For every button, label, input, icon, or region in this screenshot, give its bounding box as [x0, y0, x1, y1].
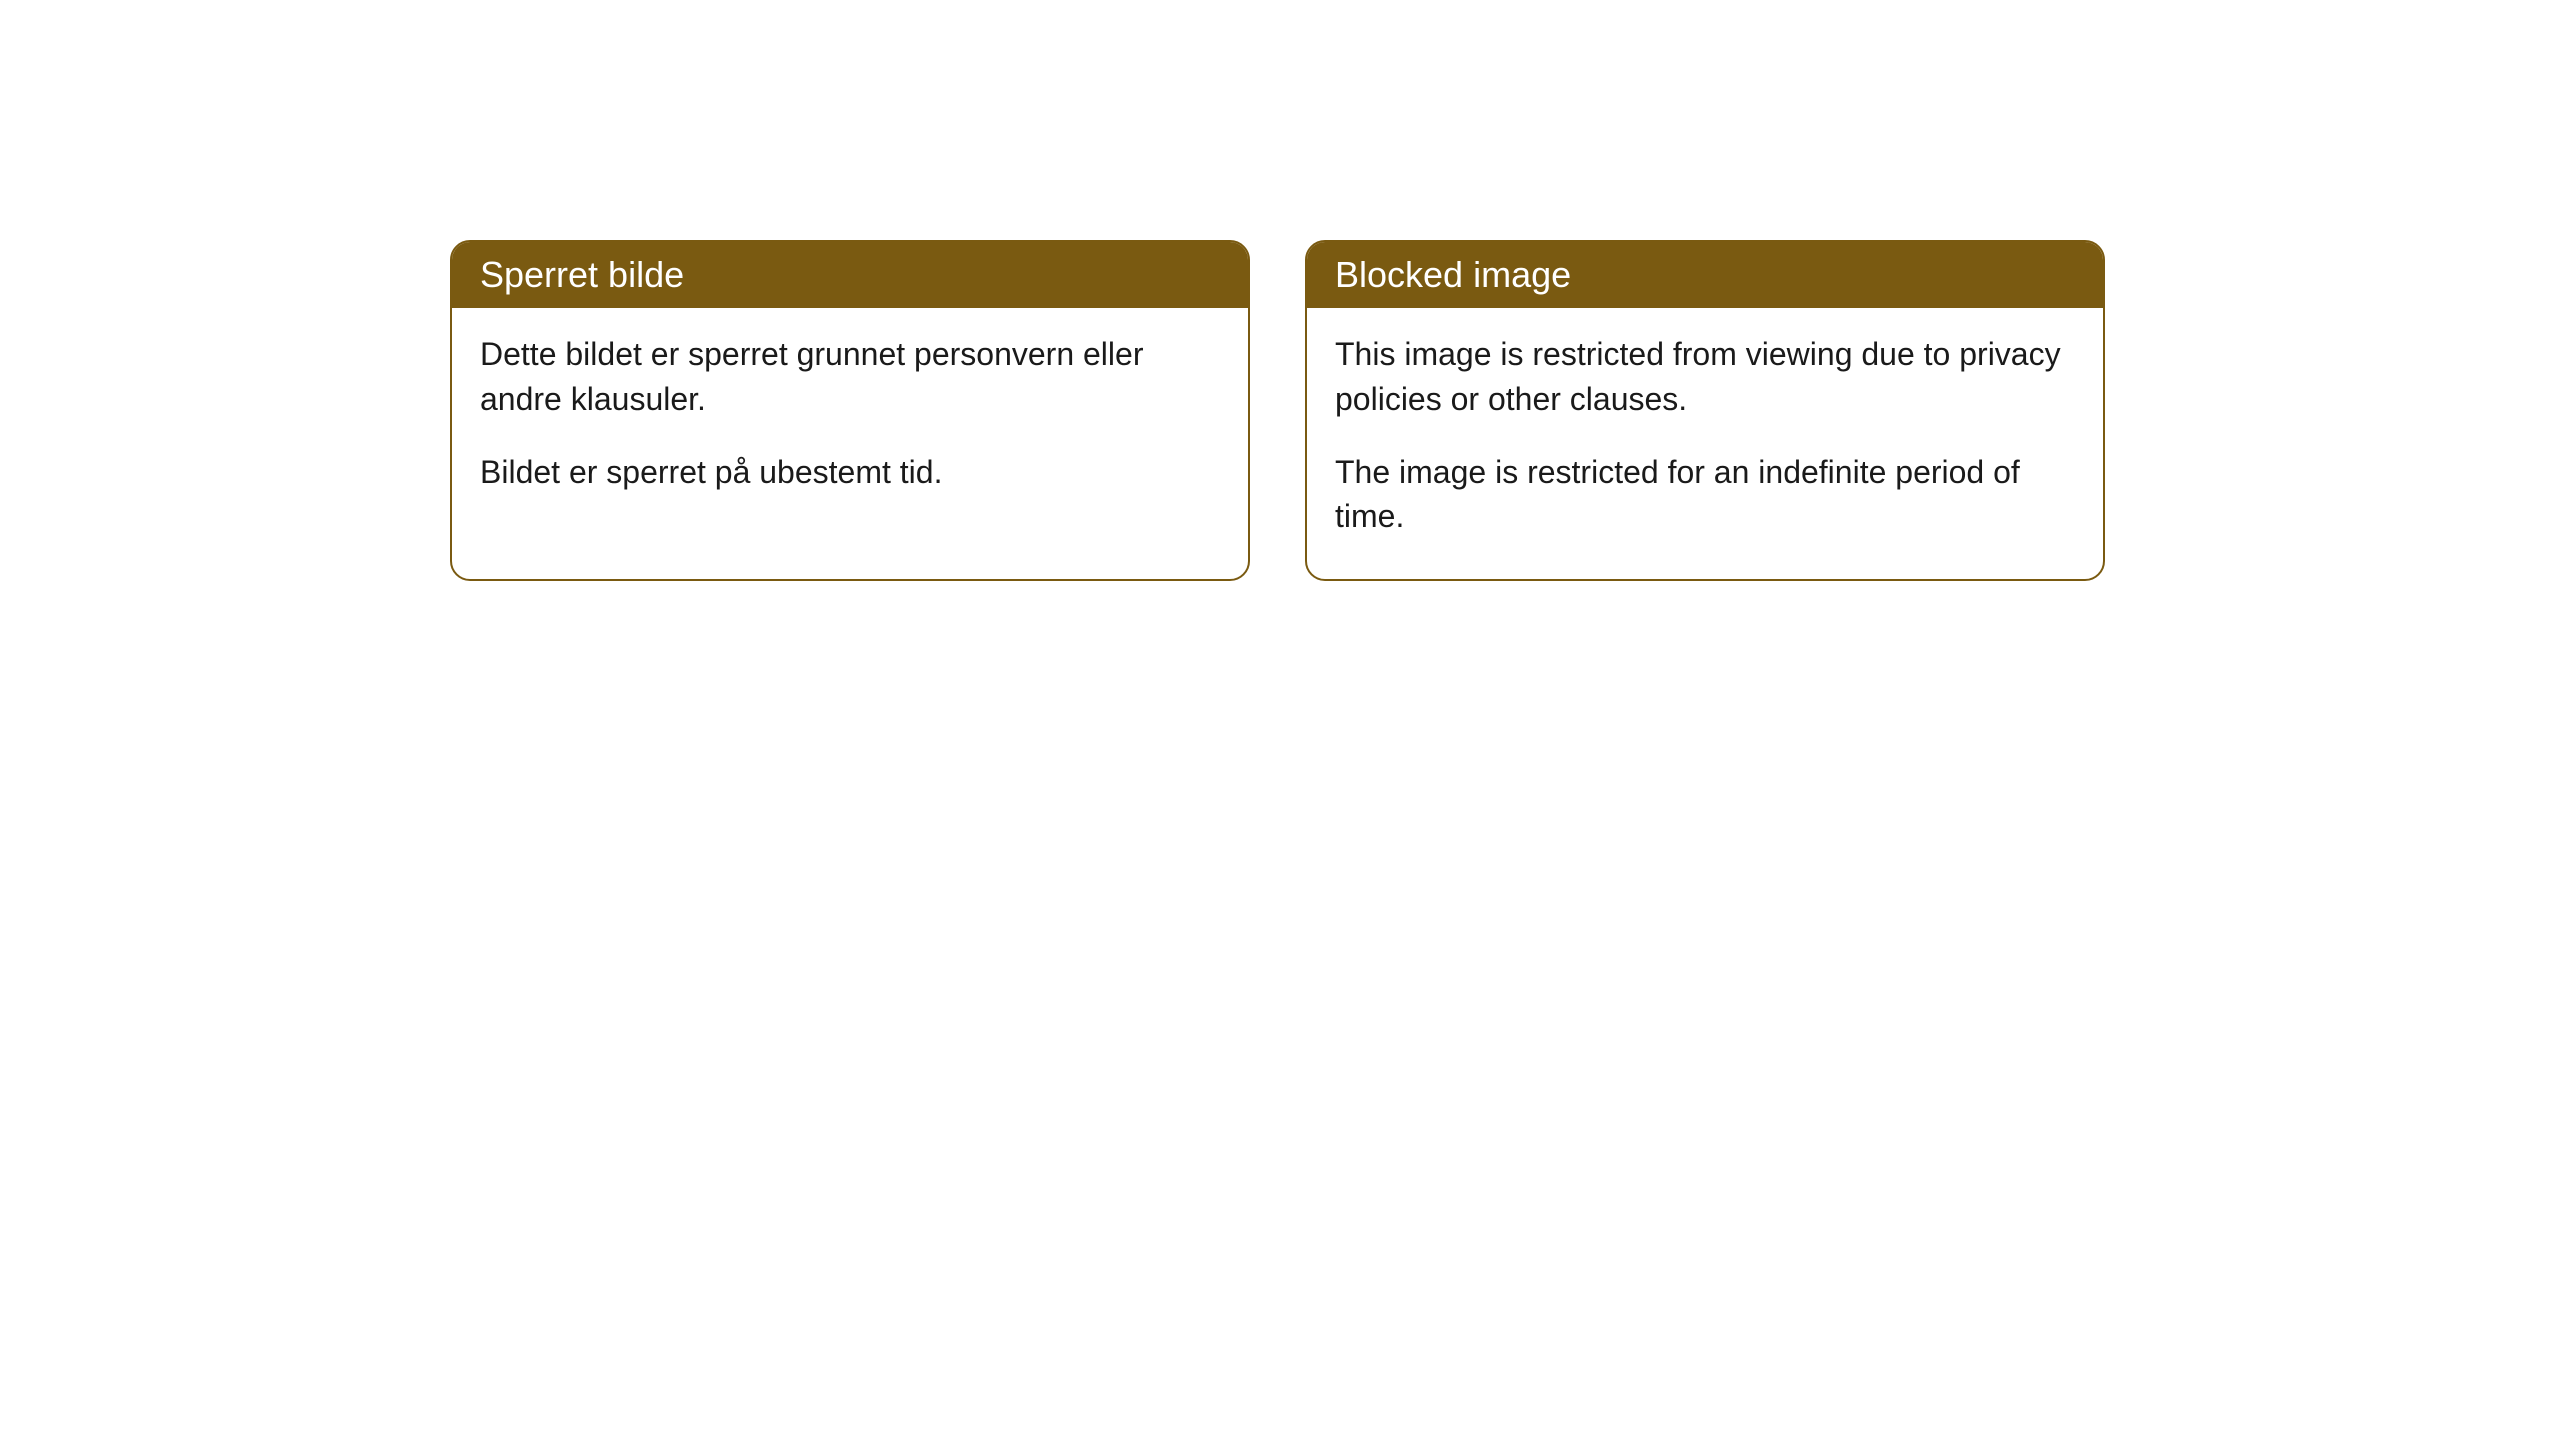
blocked-image-card-english: Blocked image This image is restricted f…	[1305, 240, 2105, 581]
card-title: Blocked image	[1335, 254, 1571, 295]
card-paragraph-2: The image is restricted for an indefinit…	[1335, 450, 2075, 540]
card-header-norwegian: Sperret bilde	[452, 242, 1248, 308]
card-paragraph-1: Dette bildet er sperret grunnet personve…	[480, 332, 1220, 422]
card-paragraph-2: Bildet er sperret på ubestemt tid.	[480, 450, 1220, 495]
card-body-english: This image is restricted from viewing du…	[1307, 308, 2103, 579]
cards-container: Sperret bilde Dette bildet er sperret gr…	[450, 240, 2560, 581]
card-title: Sperret bilde	[480, 254, 684, 295]
blocked-image-card-norwegian: Sperret bilde Dette bildet er sperret gr…	[450, 240, 1250, 581]
card-paragraph-1: This image is restricted from viewing du…	[1335, 332, 2075, 422]
card-body-norwegian: Dette bildet er sperret grunnet personve…	[452, 308, 1248, 534]
card-header-english: Blocked image	[1307, 242, 2103, 308]
